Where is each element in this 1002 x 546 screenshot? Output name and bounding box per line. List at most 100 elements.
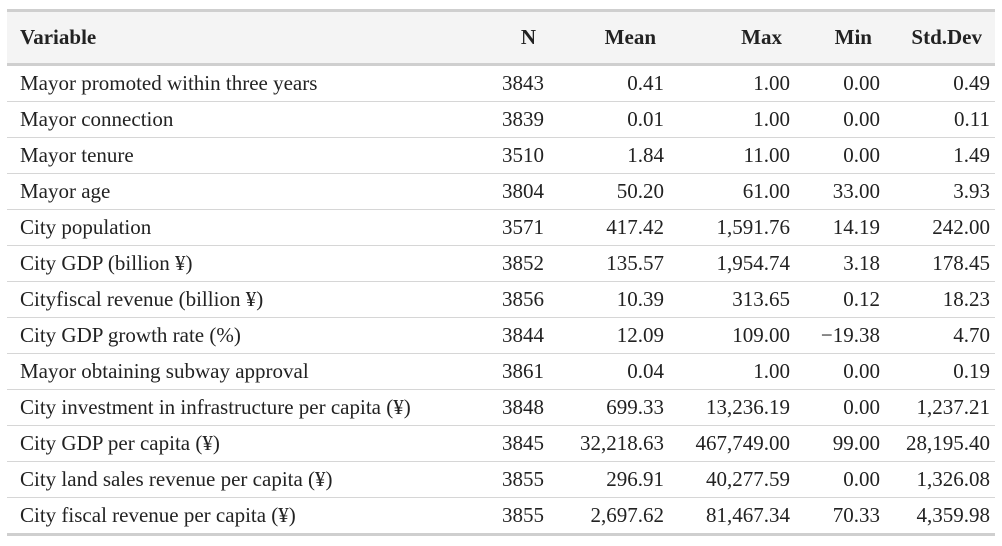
table-row: Mayor obtaining subway approval 3861 0.04 1… xyxy=(7,353,995,390)
cell-mean: 0.04 xyxy=(549,353,669,390)
table-row: City land sales revenue per capita (¥) 38… xyxy=(7,461,995,498)
cell-std-dev: 1,326.08 xyxy=(885,461,995,498)
table-row: City GDP growth rate (%) 3844 12.09 109.00−… xyxy=(7,317,995,354)
cell-std-dev: 3.93 xyxy=(885,173,995,210)
cell-n: 3845 xyxy=(477,425,549,462)
cell-n: 3855 xyxy=(477,461,549,498)
header-min: Min xyxy=(795,9,885,66)
cell-std-dev: 242.00 xyxy=(885,209,995,246)
cell-n: 3839 xyxy=(477,101,549,138)
cell-std-dev: 28,195.40 xyxy=(885,425,995,462)
cell-std-dev: 0.11 xyxy=(885,101,995,138)
cell-mean: 0.41 xyxy=(549,64,669,102)
cell-min: 0.00 xyxy=(795,461,885,498)
cell-min: 33.00 xyxy=(795,173,885,210)
cell-mean: 699.33 xyxy=(549,389,669,426)
cell-variable: City land sales revenue per capita (¥) xyxy=(7,461,477,498)
table-row: Mayor promoted within three years 3843 0.4… xyxy=(7,64,995,102)
cell-min: 0.00 xyxy=(795,389,885,426)
cell-variable: Mayor obtaining subway approval xyxy=(7,353,477,390)
cell-n: 3848 xyxy=(477,389,549,426)
cell-n: 3510 xyxy=(477,137,549,174)
cell-min: 14.19 xyxy=(795,209,885,246)
header-max: Max xyxy=(669,9,795,66)
cell-n: 3856 xyxy=(477,281,549,318)
header-variable: Variable xyxy=(7,9,477,66)
cell-mean: 32,218.63 xyxy=(549,425,669,462)
table-row: City population 3571 417.42 1,591.76 14.19 24… xyxy=(7,209,995,246)
cell-max: 109.00 xyxy=(669,317,795,354)
cell-mean: 12.09 xyxy=(549,317,669,354)
cell-mean: 135.57 xyxy=(549,245,669,282)
cell-variable: City GDP per capita (¥) xyxy=(7,425,477,462)
cell-std-dev: 1,237.21 xyxy=(885,389,995,426)
cell-mean: 2,697.62 xyxy=(549,497,669,536)
cell-n: 3844 xyxy=(477,317,549,354)
cell-n: 3861 xyxy=(477,353,549,390)
cell-variable: Mayor connection xyxy=(7,101,477,138)
header-mean: Mean xyxy=(549,9,669,66)
cell-variable: Mayor tenure xyxy=(7,137,477,174)
cell-max: 13,236.19 xyxy=(669,389,795,426)
table-row: City investment in infrastructure per ca… xyxy=(7,389,995,426)
cell-max: 467,749.00 xyxy=(669,425,795,462)
cell-n: 3571 xyxy=(477,209,549,246)
cell-max: 61.00 xyxy=(669,173,795,210)
cell-variable: Mayor age xyxy=(7,173,477,210)
header-std-dev: Std.Dev xyxy=(885,9,995,66)
cell-max: 1.00 xyxy=(669,64,795,102)
cell-max: 81,467.34 xyxy=(669,497,795,536)
cell-max: 1,954.74 xyxy=(669,245,795,282)
table-row: Cityfiscal revenue (billion ¥) 3856 10.39 3… xyxy=(7,281,995,318)
cell-n: 3855 xyxy=(477,497,549,536)
cell-std-dev: 0.49 xyxy=(885,64,995,102)
header-row: Variable N Mean Max Min Std.Dev xyxy=(7,9,995,66)
cell-min: 0.00 xyxy=(795,64,885,102)
header-n: N xyxy=(477,9,549,66)
cell-variable: City investment in infrastructure per ca… xyxy=(7,389,477,426)
cell-min: 0.00 xyxy=(795,137,885,174)
cell-n: 3804 xyxy=(477,173,549,210)
table-body: Mayor promoted within three years 3843 0.4… xyxy=(7,64,995,536)
cell-std-dev: 0.19 xyxy=(885,353,995,390)
cell-max: 1,591.76 xyxy=(669,209,795,246)
cell-max: 1.00 xyxy=(669,353,795,390)
cell-variable: City fiscal revenue per capita (¥) xyxy=(7,497,477,536)
cell-max: 1.00 xyxy=(669,101,795,138)
cell-max: 40,277.59 xyxy=(669,461,795,498)
cell-min: 0.00 xyxy=(795,353,885,390)
cell-std-dev: 18.23 xyxy=(885,281,995,318)
cell-mean: 50.20 xyxy=(549,173,669,210)
cell-std-dev: 4,359.98 xyxy=(885,497,995,536)
cell-mean: 10.39 xyxy=(549,281,669,318)
cell-variable: Mayor promoted within three years xyxy=(7,64,477,102)
cell-min: 3.18 xyxy=(795,245,885,282)
cell-std-dev: 178.45 xyxy=(885,245,995,282)
summary-statistics-table: Variable N Mean Max Min Std.Dev Mayor pr… xyxy=(7,9,995,536)
cell-max: 11.00 xyxy=(669,137,795,174)
cell-variable: Cityfiscal revenue (billion ¥) xyxy=(7,281,477,318)
table-row: Mayor tenure 3510 1.84 11.00 0.00 1.49 xyxy=(7,137,995,174)
table-row: City fiscal revenue per capita (¥) 3855 2,… xyxy=(7,497,995,536)
cell-max: 313.65 xyxy=(669,281,795,318)
cell-min: 0.12 xyxy=(795,281,885,318)
cell-min: 99.00 xyxy=(795,425,885,462)
cell-mean: 1.84 xyxy=(549,137,669,174)
cell-variable: City GDP growth rate (%) xyxy=(7,317,477,354)
table-row: Mayor connection 3839 0.01 1.00 0.00 0.11 xyxy=(7,101,995,138)
cell-std-dev: 1.49 xyxy=(885,137,995,174)
cell-variable: City population xyxy=(7,209,477,246)
cell-min: 70.33 xyxy=(795,497,885,536)
table-row: City GDP (billion ¥) 3852 135.57 1,954.74 3.… xyxy=(7,245,995,282)
cell-n: 3843 xyxy=(477,64,549,102)
table-row: Mayor age 3804 50.20 61.00 33.00 3.93 xyxy=(7,173,995,210)
table-header: Variable N Mean Max Min Std.Dev xyxy=(7,9,995,66)
cell-mean: 0.01 xyxy=(549,101,669,138)
cell-variable: City GDP (billion ¥) xyxy=(7,245,477,282)
cell-std-dev: 4.70 xyxy=(885,317,995,354)
summary-statistics-table-container: Variable N Mean Max Min Std.Dev Mayor pr… xyxy=(7,9,995,536)
cell-mean: 296.91 xyxy=(549,461,669,498)
cell-n: 3852 xyxy=(477,245,549,282)
cell-min: −19.38 xyxy=(795,317,885,354)
cell-min: 0.00 xyxy=(795,101,885,138)
